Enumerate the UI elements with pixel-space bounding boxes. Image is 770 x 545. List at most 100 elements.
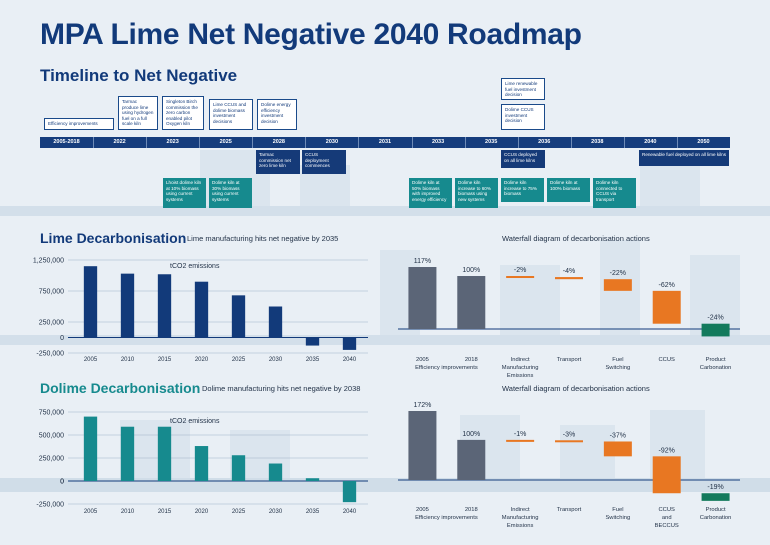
dolime-waterfall-title: Waterfall diagram of decarbonisation act… <box>502 384 650 393</box>
dolime-bar-bar <box>120 426 135 481</box>
lime-waterfall-step-value: 100% <box>462 267 480 274</box>
lime-waterfall-category-sublabel: Efficiency improvements <box>415 365 478 371</box>
event-lime-ccus: Lime CCUS and dolime biomass investment … <box>209 99 253 130</box>
dolime-waterfall-step-value: -1% <box>514 431 526 438</box>
timeline-year-2033: 2033 <box>431 139 445 145</box>
timeline-year-2050: 2050 <box>697 139 710 145</box>
dolime-waterfall-step-bar <box>701 493 730 501</box>
dolime-bar-x-label: 2025 <box>232 509 246 515</box>
dolime-waterfall-category-label: BECCUS <box>655 523 679 529</box>
lime-waterfall-category-label: Manufacturing <box>502 365 539 371</box>
dolime-bar-x-label: 2020 <box>195 509 209 515</box>
lime-bar-ytick-label: 1,250,000 <box>33 258 64 265</box>
dolime-bar-bar <box>157 426 172 481</box>
timeline-divider <box>411 137 413 148</box>
lime-waterfall-step-bar <box>506 276 535 279</box>
timeline-year-2028: 2028 <box>272 139 285 145</box>
lime-bar-bar <box>342 337 357 350</box>
lime-waterfall-step-bar <box>652 290 681 324</box>
dolime-waterfall-step-value: -19% <box>707 484 723 491</box>
lime-bar-x-label: 2030 <box>269 357 283 363</box>
lime-waterfall-category-label: Emissions <box>507 373 534 379</box>
timeline-year-2035: 2035 <box>485 139 498 145</box>
dolime-waterfall-category-label: Indirect <box>511 507 530 513</box>
lime-bar-ytick-label: -250,000 <box>36 351 64 358</box>
lime-waterfall-step-bar <box>457 276 486 329</box>
lime-bar-inner-label: tCO2 emissions <box>170 263 220 270</box>
dolime-waterfall-step-value: -92% <box>659 447 675 454</box>
dolime-waterfall-step-value: 100% <box>462 431 480 438</box>
timeline-divider <box>676 137 678 148</box>
dolime-bar-bar <box>83 416 98 481</box>
dolime-waterfall-category-label: 2005 <box>416 507 429 513</box>
dolime-bar-x-label: 2005 <box>84 509 98 515</box>
dolime-bar-ytick-label: -250,000 <box>36 502 64 509</box>
timeline-year-2025: 2025 <box>219 139 232 145</box>
lime-waterfall-step-value: -62% <box>659 282 675 289</box>
lime-bar-ytick-label: 750,000 <box>39 289 64 296</box>
event-efficiency: Efficiency improvements <box>44 118 114 130</box>
dolime-bar-x-label: 2030 <box>269 509 283 515</box>
event-dolime-connected: Dolime kiln connected to CCUS via transp… <box>593 178 636 208</box>
timeline-divider <box>623 137 625 148</box>
event-dolime75: Dolime kiln increase to 75% biomass <box>501 178 544 202</box>
timeline-year-2030: 2030 <box>325 139 339 145</box>
dolime-waterfall-step-bar <box>555 440 583 443</box>
lime-bar-x-label: 2025 <box>232 357 246 363</box>
lime-waterfall-category-label: Indirect <box>511 357 530 363</box>
lime-bar-x-label: 2040 <box>343 357 357 363</box>
event-lime-renewable: Lime renewable fuel investment decision <box>501 78 545 100</box>
dolime-waterfall-category-label: 2018 <box>465 507 478 513</box>
lime-bar-bar <box>231 295 246 338</box>
page-title: MPA Lime Net Negative 2040 Roadmap <box>40 18 582 51</box>
dolime-bar-bar <box>268 463 283 481</box>
dolime-bar-bar <box>305 478 320 481</box>
lime-waterfall-step-bar <box>701 323 730 337</box>
timeline-year-2036: 2036 <box>538 139 551 145</box>
lime-bar-ytick-label: 250,000 <box>39 320 64 327</box>
timeline-year-2022: 2022 <box>113 139 126 145</box>
lime-bar-bar <box>305 337 320 346</box>
lime-waterfall-step-bar <box>408 267 437 329</box>
dolime-bar-ytick-label: 250,000 <box>39 456 64 463</box>
timeline-divider <box>517 137 519 148</box>
lime-waterfall-category-label: CCUS <box>658 357 675 363</box>
lime-waterfall-category-label: Product <box>706 357 726 363</box>
timeline-year-2005-2018: 2005-2018 <box>53 139 80 145</box>
lime-subtitle: Lime manufacturing hits net negative by … <box>187 234 339 243</box>
event-ccus-deployment: CCUS deployment commences <box>302 150 346 174</box>
lime-waterfall-category-label: Switching <box>605 365 630 371</box>
lime-bar-x-label: 2005 <box>84 357 98 363</box>
event-dolime100: Dolime kiln at 100% biomass <box>547 178 590 202</box>
dolime-bar-ytick-label: 500,000 <box>39 433 64 440</box>
dolime-bar-inner-label: tCO2 emissions <box>170 418 220 425</box>
lime-waterfall-step-value: -24% <box>707 315 723 322</box>
dolime-waterfall-category-label: and <box>662 515 672 521</box>
dolime-waterfall-step-bar <box>506 439 535 442</box>
event-renewable-deployed: Renewable fuel deployed on all lime kiln… <box>639 150 729 166</box>
lime-waterfall-category-label: Carbonation <box>700 365 732 371</box>
lime-heading: Lime Decarbonisation <box>40 230 187 246</box>
timeline-heading: Timeline to Net Negative <box>40 66 238 85</box>
timeline-divider <box>570 137 572 148</box>
timeline-divider <box>464 137 466 148</box>
dolime-waterfall-category-label: Fuel <box>612 507 623 513</box>
lime-waterfall-step-value: -22% <box>610 270 626 277</box>
timeline-year-2038: 2038 <box>591 139 604 145</box>
lime-bar-ytick-label: 0 <box>60 335 64 342</box>
lime-waterfall-step-value: 117% <box>414 258 431 265</box>
dolime-waterfall-category-label: Manufacturing <box>502 515 539 521</box>
lime-waterfall-title: Waterfall diagram of decarbonisation act… <box>502 234 650 243</box>
dolime-waterfall-step-value: 172% <box>413 402 431 409</box>
lime-waterfall-category-label: 2018 <box>465 357 478 363</box>
dolime-bar-ytick-label: 750,000 <box>39 410 64 417</box>
dolime-waterfall-step-bar <box>603 441 632 457</box>
event-dolime30: Dolime kiln at 30% biomass using current… <box>209 178 252 208</box>
lime-waterfall-step-bar <box>555 277 583 280</box>
dolime-bar-x-label: 2040 <box>343 509 357 515</box>
dolime-bar-ytick-label: 0 <box>60 479 64 486</box>
lime-waterfall-category-label: 2005 <box>416 357 429 363</box>
dolime-waterfall-category-label: Switching <box>605 515 630 521</box>
lime-bar-x-label: 2035 <box>306 357 320 363</box>
dolime-bar-x-label: 2035 <box>306 509 320 515</box>
